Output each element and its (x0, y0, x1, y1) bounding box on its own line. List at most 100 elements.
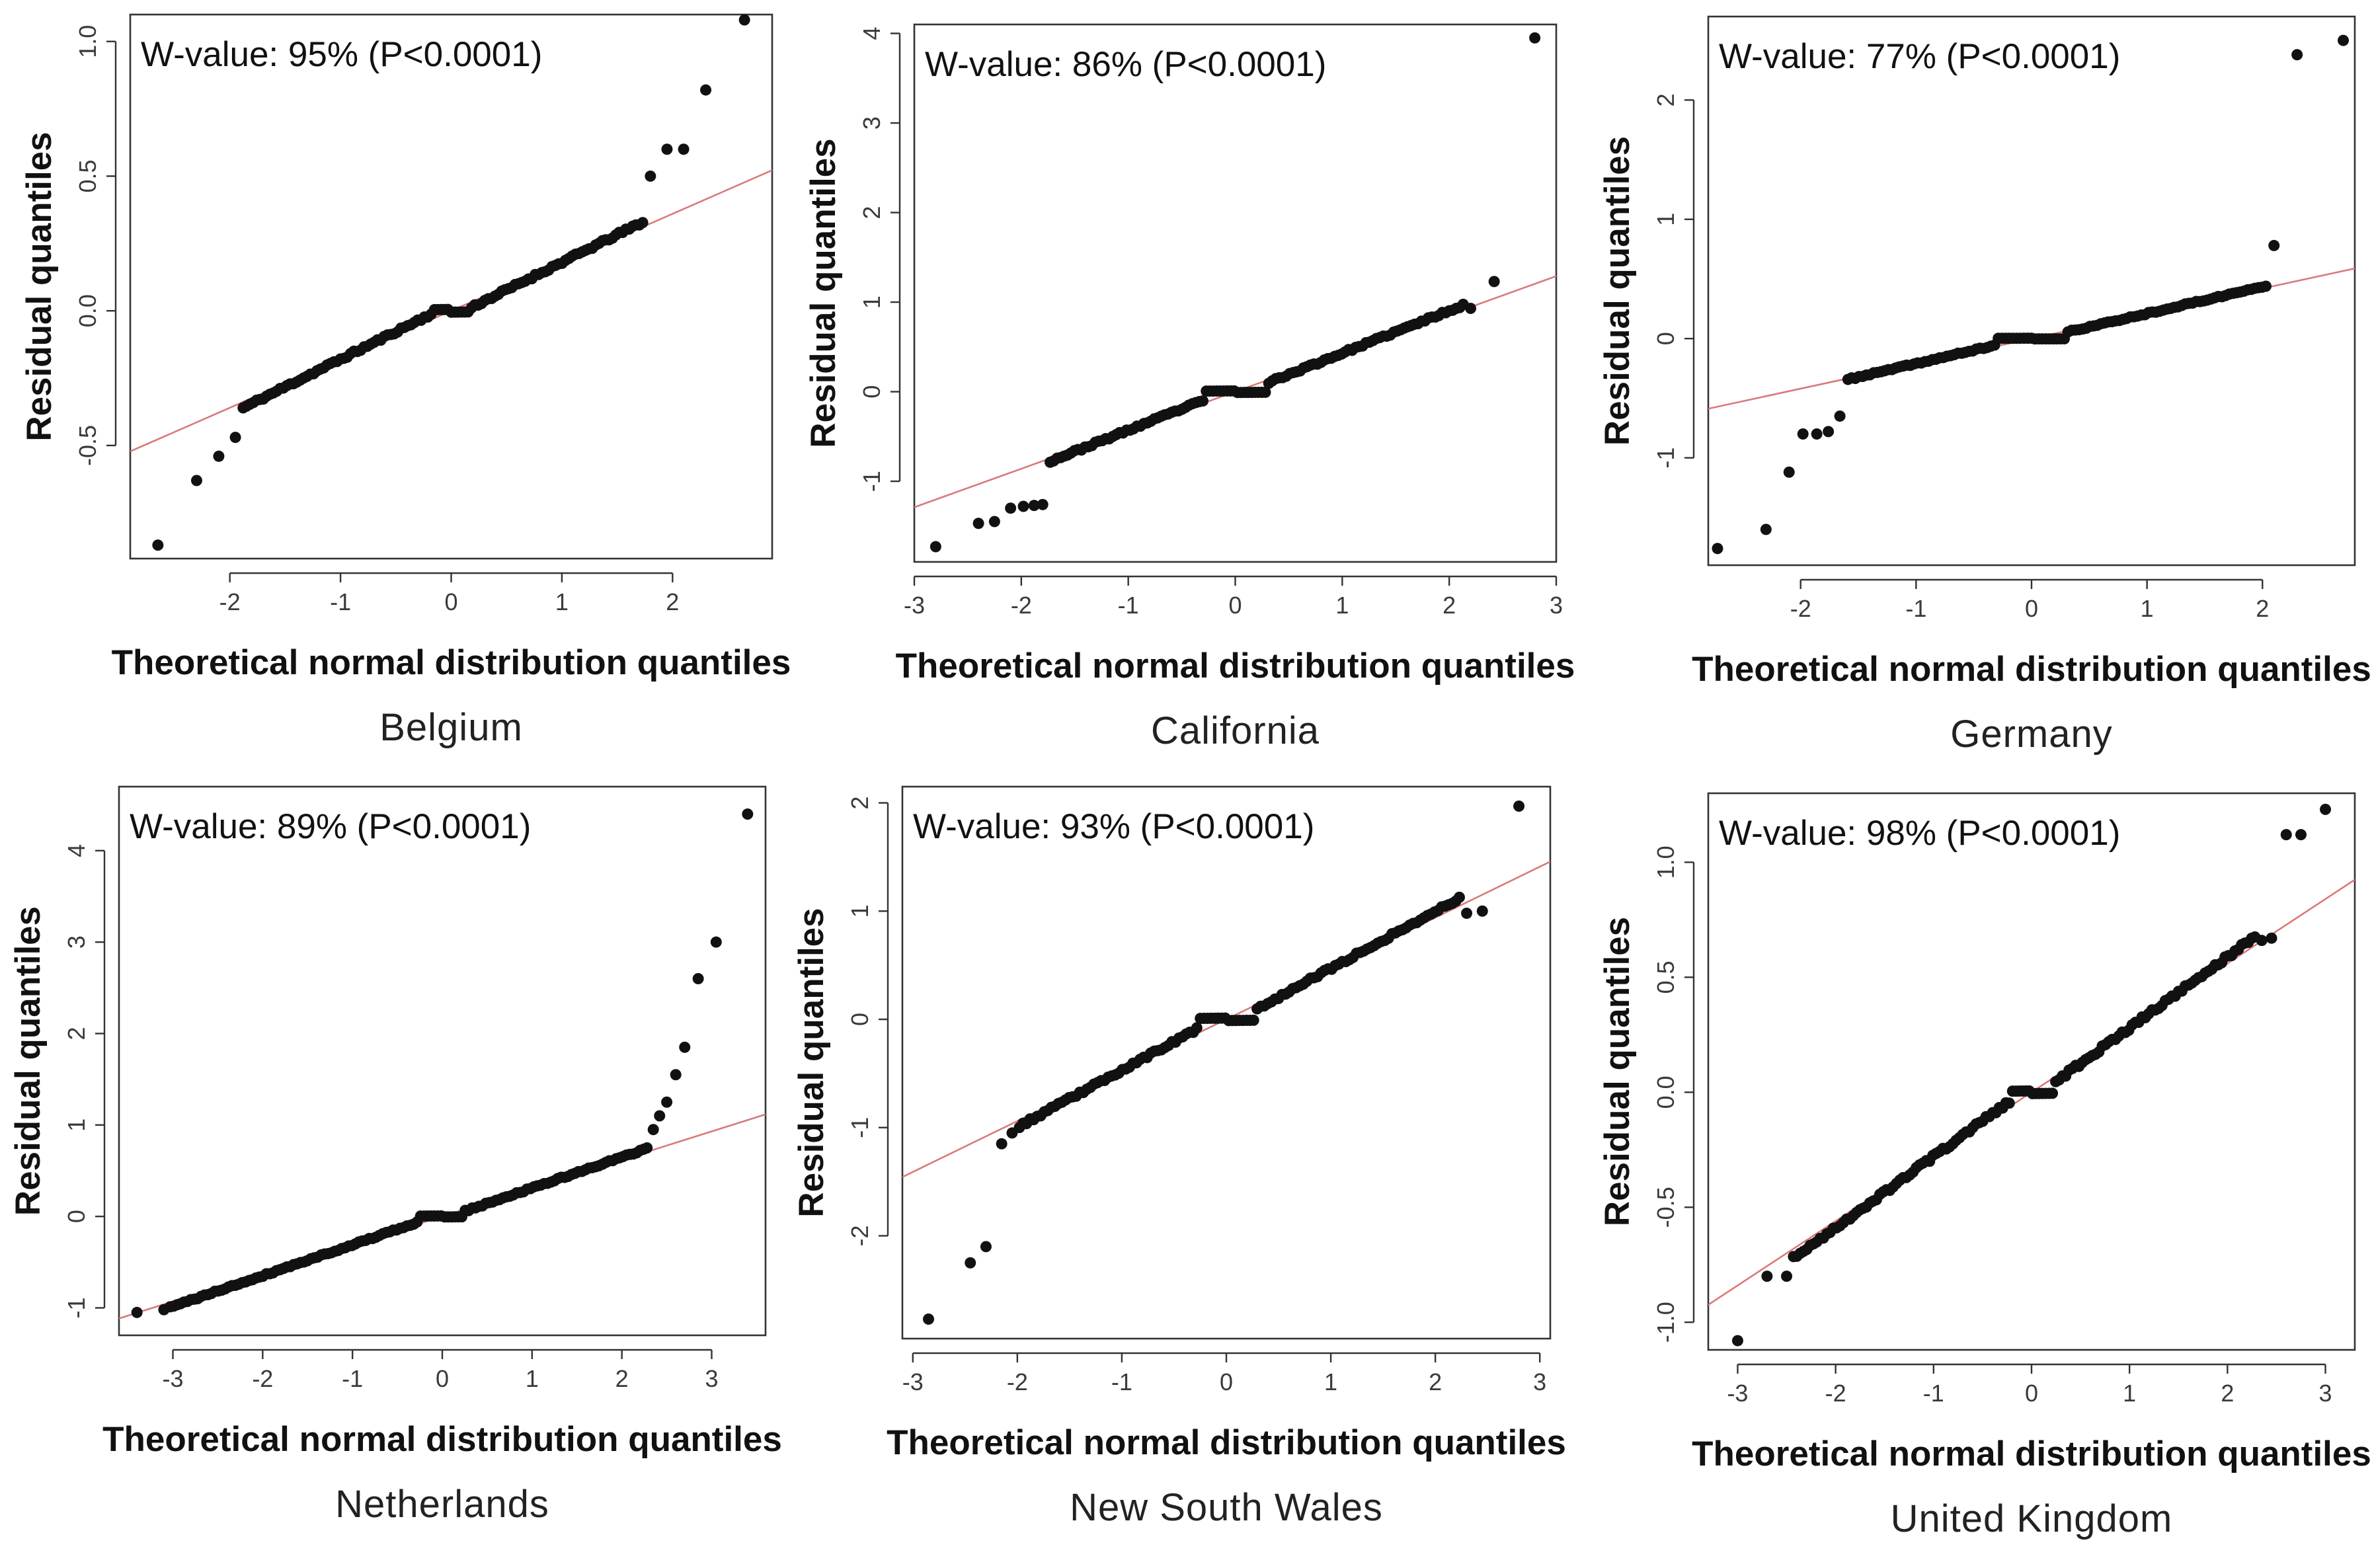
y-axis-title: Residual quantiles (20, 132, 59, 441)
x-tick-label: -2 (1011, 592, 1032, 619)
x-tick-label: -2 (1007, 1368, 1028, 1395)
data-point (1781, 1271, 1793, 1282)
data-point (980, 1241, 992, 1253)
data-point (1797, 428, 1809, 440)
data-point (1834, 410, 1846, 422)
data-point (1028, 500, 1040, 512)
qq-panel-6: -3 -2 -1 0 1 2 3 -1.0 -0.5 0.0 0.5 1.0 W-value: 98% … (1598, 792, 2371, 1540)
y-tick-label: -0.5 (1652, 1187, 1679, 1228)
data-point (641, 1142, 653, 1154)
qq-panel-4: -3 -2 -1 0 1 2 3 -1 0 1 2 3 4 W-value: 89% (P<0.0001)… (9, 785, 782, 1526)
plot-frame (913, 23, 1558, 563)
region-caption: Netherlands (335, 1483, 549, 1526)
region-caption: Belgium (379, 706, 523, 749)
data-point (2260, 280, 2272, 292)
data-point (2295, 829, 2307, 841)
data-point (131, 1306, 143, 1318)
x-tick-label: -2 (1790, 595, 1811, 622)
y-tick-label: 4 (858, 27, 885, 40)
x-tick-label: -3 (902, 1368, 924, 1395)
x-tick-label: 0 (436, 1365, 449, 1392)
data-point (661, 1096, 673, 1108)
x-axis-title: Theoretical normal distribution quantile… (102, 1420, 782, 1459)
data-point (2047, 1087, 2059, 1099)
qq-panel-3: -2 -1 0 1 2 -1 0 1 2 W-value: 77% (P<0.0001) Theor… (1598, 15, 2371, 756)
data-point (965, 1257, 976, 1269)
data-point (972, 518, 984, 529)
data-point (661, 143, 673, 155)
data-point (1529, 32, 1541, 44)
data-point (654, 1110, 666, 1122)
data-point (710, 936, 722, 948)
x-tick-label: 0 (1220, 1368, 1233, 1395)
plot-frame (1707, 792, 2356, 1351)
data-point (1823, 426, 1835, 438)
data-point (1731, 1335, 1743, 1347)
data-point (2338, 34, 2350, 46)
data-point (2268, 239, 2280, 251)
data-point (1760, 524, 1772, 535)
x-axis-title: Theoretical normal distribution quantile… (896, 647, 1575, 686)
qq-panel-5: -3 -2 -1 0 1 2 3 -2 -1 0 1 2 W-value: 93% (P<0.0001)… (792, 785, 1566, 1529)
data-point (1197, 395, 1209, 407)
x-tick-label: 1 (555, 588, 569, 615)
data-point (229, 432, 241, 444)
x-tick-label: -2 (252, 1365, 273, 1392)
data-point (1783, 466, 1795, 478)
data-point (2003, 1097, 2015, 1109)
data-point (2280, 829, 2292, 841)
x-tick-label: 2 (1443, 592, 1456, 619)
data-point (645, 170, 656, 182)
data-point (213, 450, 225, 462)
y-tick-label: 0 (858, 385, 885, 399)
data-point (1453, 891, 1465, 903)
qq-panel-2: -3 -2 -1 0 1 2 3 -1 0 1 2 3 4 W-value: 86% (P<0.0001)… (804, 23, 1575, 752)
data-point (700, 84, 712, 96)
x-tick-label: -1 (1923, 1380, 1944, 1407)
data-point (670, 1069, 682, 1081)
y-tick-label: 1 (858, 295, 885, 309)
plot-frame (901, 785, 1552, 1340)
data-point (738, 14, 750, 26)
x-tick-label: 1 (1324, 1368, 1337, 1395)
y-tick-label: 0.5 (74, 159, 101, 192)
data-point (1247, 1014, 1259, 1026)
x-tick-label: -3 (1727, 1380, 1748, 1407)
data-point (152, 539, 164, 551)
y-tick-label: -1.0 (1652, 1302, 1679, 1343)
data-point (923, 1313, 935, 1325)
x-tick-label: 0 (2025, 595, 2038, 622)
y-tick-label: -1 (63, 1297, 90, 1318)
region-caption: United Kingdom (1891, 1497, 2173, 1540)
y-tick-label: 1.0 (74, 25, 101, 58)
x-axis-title: Theoretical normal distribution quantile… (1692, 650, 2371, 689)
plot-frame (1707, 15, 2356, 567)
data-point (1017, 500, 1029, 512)
x-tick-label: 3 (1550, 592, 1563, 619)
data-point (742, 808, 754, 820)
y-tick-label: 1.0 (1652, 845, 1679, 879)
y-tick-label: 0.0 (74, 294, 101, 327)
data-point (679, 1041, 691, 1053)
y-tick-label: 2 (846, 797, 873, 810)
y-tick-label: 0 (63, 1210, 90, 1223)
x-tick-label: -1 (1111, 1368, 1132, 1395)
x-tick-label: 3 (2319, 1380, 2332, 1407)
y-tick-label: 0.5 (1652, 960, 1679, 994)
y-tick-label: -1 (858, 471, 885, 492)
x-tick-label: -3 (162, 1365, 183, 1392)
x-tick-label: -1 (342, 1365, 363, 1392)
y-axis-title: Residual quantiles (1598, 136, 1637, 446)
data-point (190, 475, 202, 487)
y-tick-label: 2 (63, 1027, 90, 1040)
data-point (2291, 49, 2303, 61)
region-caption: California (1151, 709, 1320, 752)
qq-panel-1: -2 -1 0 1 2 -0.5 0.0 0.5 1.0 W-value: 95% (P<0.00… (20, 13, 791, 749)
x-tick-label: 3 (705, 1365, 718, 1392)
y-axis-title: Residual quantiles (1598, 917, 1637, 1226)
y-tick-label: 0.0 (1652, 1076, 1679, 1109)
w-value-annotation: W-value: 77% (P<0.0001) (1719, 37, 2120, 76)
y-tick-label: -1 (1652, 448, 1679, 469)
data-point (1465, 303, 1477, 315)
data-point (2266, 932, 2277, 944)
